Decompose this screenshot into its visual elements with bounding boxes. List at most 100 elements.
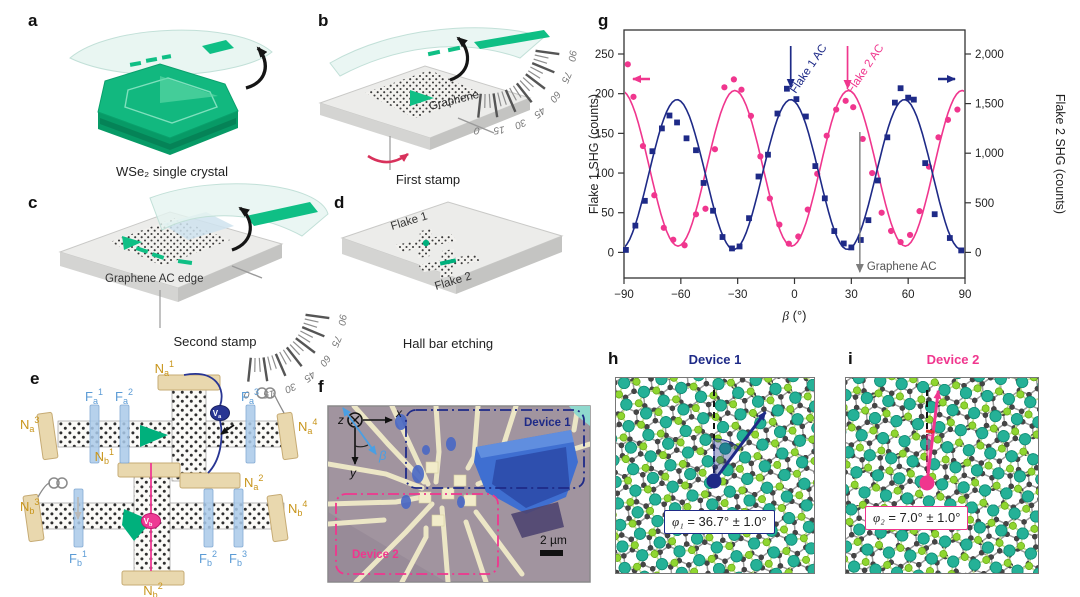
protractor-tick xyxy=(279,351,287,365)
flake-strip-on-stamp xyxy=(246,202,318,226)
protractor-tick xyxy=(262,357,269,382)
panel-h: Device 1 φ₁ = 36.7° ± 1.0° xyxy=(602,350,828,596)
scale-bar-label: 2 µm xyxy=(540,533,567,547)
data-point xyxy=(831,228,838,234)
data-point xyxy=(833,106,840,113)
metal-electrode xyxy=(36,411,59,461)
phi1-value: = 36.7° ± 1.0° xyxy=(687,514,767,529)
device2-outline xyxy=(335,493,499,575)
protractor-tick xyxy=(535,49,560,56)
voltmeter-label: Va xyxy=(213,409,222,420)
data-point xyxy=(721,84,728,91)
graphene-ac-edge-label: Graphene AC edge xyxy=(105,273,203,285)
data-point xyxy=(857,237,864,243)
right-tick-label: 2,000 xyxy=(975,49,1004,61)
data-point xyxy=(935,134,942,141)
peel-arrow xyxy=(449,36,470,82)
protractor-tick xyxy=(282,349,292,362)
shg-chart: −90 −60 −30 0 30 60 90 0 50 100 150 200 250 0 500 1,000… xyxy=(587,29,1067,323)
data-point xyxy=(755,173,762,180)
right-tick-label: 0 xyxy=(975,247,981,259)
data-point xyxy=(736,243,743,250)
protractor-tick xyxy=(295,337,316,354)
protractor-tick xyxy=(477,93,482,118)
data-point xyxy=(812,163,819,169)
phi2-value: = 7.0° ± 1.0° xyxy=(888,510,961,525)
protractor-tick xyxy=(303,322,318,328)
data-point xyxy=(765,151,771,158)
electrode-label-Fb3: Fb3 xyxy=(229,549,247,568)
gold-electrode-trace xyxy=(399,525,429,582)
x-tick-label: 0 xyxy=(791,289,797,301)
panel-letter-c: c xyxy=(28,193,38,212)
protractor-tick xyxy=(501,91,507,105)
data-point xyxy=(632,222,639,229)
voltmeter-b xyxy=(141,513,161,529)
data-point xyxy=(922,160,929,167)
wse2-crystal xyxy=(97,63,239,155)
lattice-box-2 xyxy=(845,377,1039,574)
data-point xyxy=(641,197,648,204)
electrode-label-Fa3: Fa3 xyxy=(241,387,259,406)
electrode-pad xyxy=(418,491,432,504)
armchair-arrow xyxy=(925,389,942,484)
metal-electrode xyxy=(22,493,45,543)
wse2-flake-b xyxy=(122,509,152,541)
data-point xyxy=(865,217,872,224)
data-point xyxy=(784,85,790,92)
protractor-tick xyxy=(525,73,546,90)
electrode-label-Fa2: Fa2 xyxy=(115,387,133,406)
data-point xyxy=(692,211,700,218)
wse2-flake-a xyxy=(140,425,168,447)
gold-electrode-trace xyxy=(328,517,387,527)
protractor-number: 0 xyxy=(243,388,250,400)
protractor-number: 90 xyxy=(335,313,347,326)
data-point xyxy=(658,125,665,132)
panel-letter-f: f xyxy=(318,377,324,396)
angle-tick xyxy=(925,429,935,434)
protractor-number: 60 xyxy=(547,89,563,105)
protractor-tick xyxy=(509,87,517,101)
protractor-tick xyxy=(274,353,287,377)
ferromagnet-electrode xyxy=(233,488,244,548)
data-point xyxy=(710,207,716,214)
small-blue-flake xyxy=(395,414,407,430)
protractor-tick xyxy=(534,54,549,59)
data-point xyxy=(946,235,953,241)
data-point xyxy=(888,227,895,235)
ferromagnet-electrode xyxy=(119,404,130,464)
phi1-symbol: φ₁ xyxy=(672,514,684,529)
small-blue-flake xyxy=(446,437,456,451)
gold-electrode-trace xyxy=(328,461,425,491)
lattice-1 xyxy=(616,378,814,573)
protractor-tick xyxy=(292,341,304,352)
data-point xyxy=(878,209,885,216)
gold-electrode-trace xyxy=(353,501,435,582)
protractor-number: 15 xyxy=(492,123,505,136)
data-point xyxy=(719,234,726,240)
protractor-tick xyxy=(530,66,544,74)
protractor-tick xyxy=(488,93,491,108)
data-point xyxy=(897,238,904,246)
device2-box-label: Device 2 xyxy=(352,549,399,561)
data-point xyxy=(674,119,680,126)
caption-c: Second stamp xyxy=(173,334,256,349)
data-point xyxy=(823,132,830,139)
graphene-ac-label: Graphene AC xyxy=(867,261,937,273)
protractor-tick xyxy=(533,58,548,64)
data-point xyxy=(905,94,912,101)
panel-letter-i: i xyxy=(848,349,853,368)
metal-electrode xyxy=(117,462,181,478)
phi1-label: φ₁ = 36.7° ± 1.0° xyxy=(664,510,775,534)
z-axis-label: z xyxy=(337,413,344,427)
lattice-box-1 xyxy=(615,377,815,574)
ferromagnet-electrode xyxy=(89,404,100,464)
panel-letter-d: d xyxy=(334,193,345,212)
protractor-tick xyxy=(497,92,502,107)
small-blue-flake xyxy=(422,445,430,455)
protractor-tick xyxy=(271,355,277,369)
orientation-arrow xyxy=(220,424,235,435)
electrode-label-Fa1: Fa1 xyxy=(85,387,103,406)
protractor-number: 45 xyxy=(531,104,547,120)
